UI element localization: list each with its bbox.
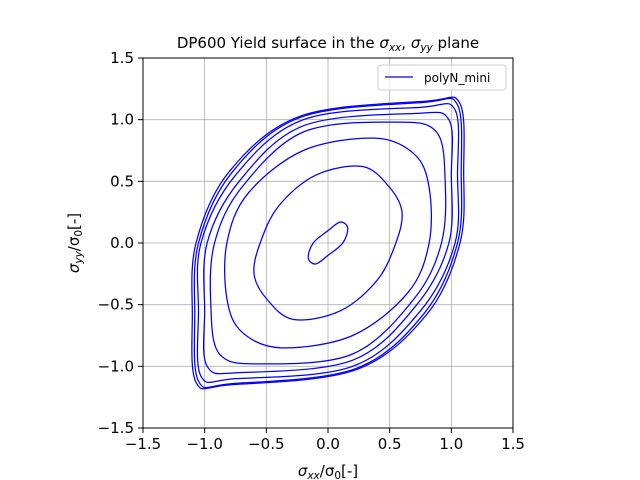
yield-surface-contours — [191, 96, 465, 390]
legend-label-polyN-mini: polyN_mini — [424, 71, 490, 85]
title-suffix: plane — [433, 34, 479, 52]
y-tick-label: −1.0 — [98, 357, 134, 375]
yield-contour-2 — [224, 137, 432, 349]
y-axis-label: σyy/σ0[-] — [65, 213, 85, 273]
legend-box — [377, 64, 507, 91]
x-axis-label: σxx/σ0[-] — [298, 462, 358, 480]
ylabel-suffix: [-] — [65, 213, 83, 230]
y-tick-label: −0.5 — [98, 296, 134, 314]
title-prefix: DP600 Yield surface in the — [177, 34, 380, 52]
y-tick-label: 0.5 — [110, 172, 134, 190]
x-tick-label: −0.5 — [248, 435, 284, 453]
title-subscript-2: yy — [419, 42, 433, 54]
title-separator: , — [401, 34, 411, 52]
title-subscript-1: xx — [388, 42, 402, 54]
title-symbol-1: σ — [379, 34, 389, 52]
y-tick-label: 0.0 — [110, 234, 134, 252]
x-tick-label: −1.0 — [186, 435, 222, 453]
xlabel-subscript-2: 0 — [334, 470, 341, 480]
x-tick-label: 0.5 — [378, 435, 402, 453]
chart-legend: polyN_mini — [377, 64, 507, 91]
xlabel-symbol: σ — [298, 462, 308, 480]
yield-contour-1 — [253, 165, 403, 321]
yield-contour-5 — [196, 102, 460, 384]
yield-contour-7 — [191, 96, 465, 390]
xlabel-suffix: [-] — [341, 462, 358, 480]
title-symbol-2: σ — [411, 34, 421, 52]
x-tick-label: −1.5 — [125, 435, 161, 453]
xlabel-middle: /σ — [320, 462, 335, 480]
yield-contour-6 — [193, 97, 463, 389]
ylabel-subscript: yy — [73, 250, 85, 264]
ylabel-subscript-2: 0 — [73, 230, 85, 237]
ylabel-middle: /σ — [65, 236, 83, 251]
y-tick-label: −1.5 — [98, 419, 134, 437]
yield-contour-0 — [307, 221, 349, 265]
yield-contour-3 — [209, 121, 447, 365]
y-tick-label: 1.0 — [110, 111, 134, 129]
x-tick-label: 1.5 — [501, 435, 525, 453]
x-tick-label: 0.0 — [316, 435, 340, 453]
x-tick-label: 1.0 — [439, 435, 463, 453]
yield-contour-4 — [202, 111, 454, 375]
axis-ticks: −1.5 −1.0 −0.5 0.0 0.5 1.0 1.5 −1.5 −1.0 −0.5 0.0 0… — [98, 49, 525, 453]
chart-title: DP600 Yield surface in the σxx, σyy plan… — [177, 34, 479, 54]
y-tick-label: 1.5 — [110, 49, 134, 67]
ylabel-symbol: σ — [65, 263, 83, 273]
xlabel-subscript: xx — [306, 470, 320, 480]
